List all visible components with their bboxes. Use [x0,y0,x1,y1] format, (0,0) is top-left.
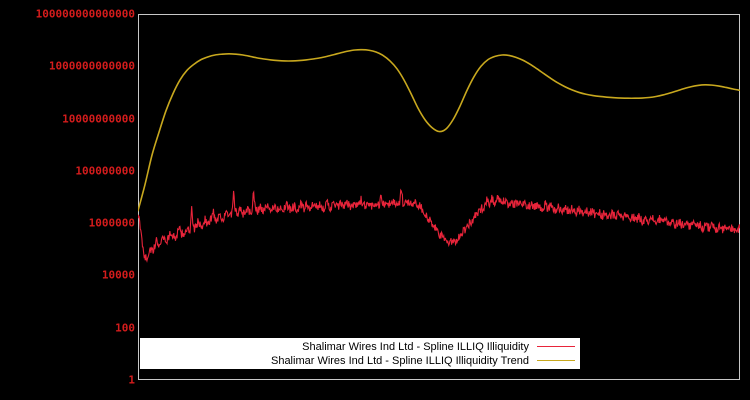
plot-area [138,14,740,380]
y-axis-tick-label: 1000000 [88,216,135,230]
chart-legend: Shalimar Wires Ind Ltd - Spline ILLIQ Il… [140,338,580,369]
y-axis-tick-label: 1000000000000 [48,59,135,73]
legend-entry-trend: Shalimar Wires Ind Ltd - Spline ILLIQ Il… [141,354,579,368]
legend-swatch-illiquidity [537,346,575,347]
series-line-trend [138,48,740,212]
legend-swatch-trend [537,360,575,361]
legend-label-trend: Shalimar Wires Ind Ltd - Spline ILLIQ Il… [270,354,529,367]
y-axis-tick-label: 100000000000000 [35,7,135,21]
y-axis-tick-label: 10000000000 [62,112,135,126]
legend-label-illiquidity: Shalimar Wires Ind Ltd - Spline ILLIQ Il… [302,340,529,353]
y-axis-tick-label: 100000000 [75,164,135,178]
chart-series-layer [138,48,740,263]
y-axis-tick-label: 10000 [101,268,135,282]
series-line-illiquidity [138,188,740,263]
y-axis-tick-label: 1 [128,373,135,387]
legend-entry-illiquidity: Shalimar Wires Ind Ltd - Spline ILLIQ Il… [141,340,579,354]
y-axis-tick-label: 100 [115,321,135,335]
